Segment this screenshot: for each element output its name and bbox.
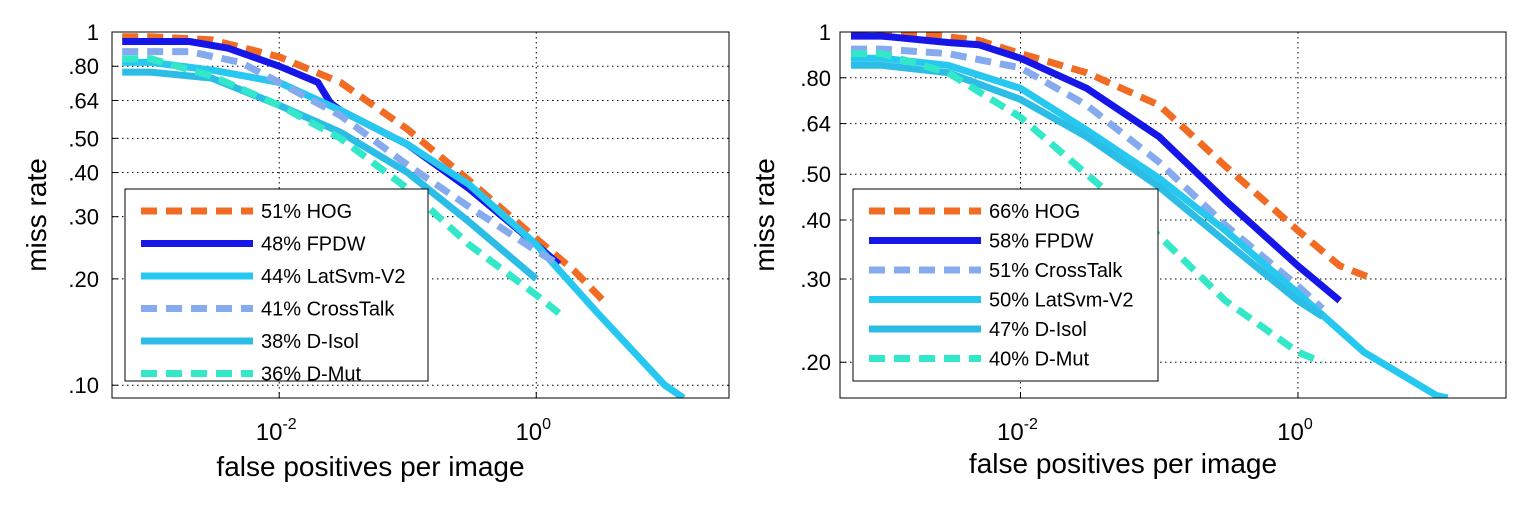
- legend-label: 58% FPDW: [989, 231, 1094, 253]
- y-tick-label: .30: [800, 267, 831, 292]
- series-group: [122, 33, 686, 398]
- y-tick-label: .50: [800, 162, 831, 187]
- legend-label: 51% CrossTalk: [989, 260, 1123, 282]
- series-line-6: [122, 55, 562, 316]
- series-line-4: [122, 48, 561, 268]
- y-tick-label: 1: [87, 20, 99, 45]
- y-tick-label: .50: [68, 126, 99, 151]
- x-tick-label: 100: [515, 416, 551, 446]
- y-tick-label: .20: [68, 267, 99, 292]
- legend-label: 38% D-Isol: [261, 331, 359, 353]
- x-axis-label: false positives per image: [969, 448, 1277, 479]
- y-tick-label: .30: [68, 205, 99, 230]
- y-axis-label: miss rate: [21, 158, 52, 272]
- x-axis-label: false positives per image: [216, 451, 524, 482]
- axes-frame: [839, 31, 1507, 399]
- y-tick-label: .80: [68, 54, 99, 79]
- legend-label: 47% D-Isol: [989, 319, 1087, 341]
- series-group: [851, 32, 1449, 398]
- legend: 51% HOG 48% FPDW 44% LatSvm-V2 41% CrossTal…: [124, 188, 429, 386]
- legend-label: 40% D-Mut: [989, 349, 1089, 371]
- x-tick-label: 10-2: [997, 416, 1038, 446]
- y-tick-label: .80: [800, 66, 831, 91]
- chart-panel-1: 1 .80 .64 .50 .40 .30 .20 .10 10-2 100 false posit…: [21, 20, 730, 482]
- y-axis-label: miss rate: [749, 158, 780, 272]
- legend-label: 50% LatSvm-V2: [989, 290, 1134, 312]
- legend-label: 51% HOG: [261, 201, 352, 223]
- y-tick-label: .40: [800, 208, 831, 233]
- y-tick-label: .64: [68, 88, 99, 113]
- axes-frame: [111, 31, 730, 399]
- y-tick-label: .64: [800, 112, 831, 137]
- series-line-5: [851, 61, 1325, 320]
- legend-label: 48% FPDW: [261, 234, 366, 256]
- y-tick-label: .20: [800, 350, 831, 375]
- legend: 66% HOG 58% FPDW 51% CrossTalk 50% LatSvm-V…: [852, 188, 1159, 382]
- series-line-3: [122, 58, 686, 398]
- x-tick-label: 100: [1277, 416, 1313, 446]
- series-line-5: [122, 68, 539, 282]
- series-line-3: [851, 45, 1325, 311]
- legend-box: [852, 188, 1159, 382]
- y-tick-label: 1: [819, 20, 831, 45]
- legend-label: 66% HOG: [989, 201, 1080, 223]
- legend-label: 44% LatSvm-V2: [261, 266, 406, 288]
- legend-label: 36% D-Mut: [261, 364, 361, 386]
- legend-label: 41% CrossTalk: [261, 299, 395, 321]
- x-tick-label: 10-2: [256, 416, 297, 446]
- legend-box: [124, 188, 429, 382]
- series-line-2: [851, 32, 1342, 304]
- series-line-6: [851, 50, 1324, 366]
- y-tick-label: .10: [68, 373, 99, 398]
- series-line-1: [851, 32, 1375, 283]
- y-tick-label: .40: [68, 161, 99, 186]
